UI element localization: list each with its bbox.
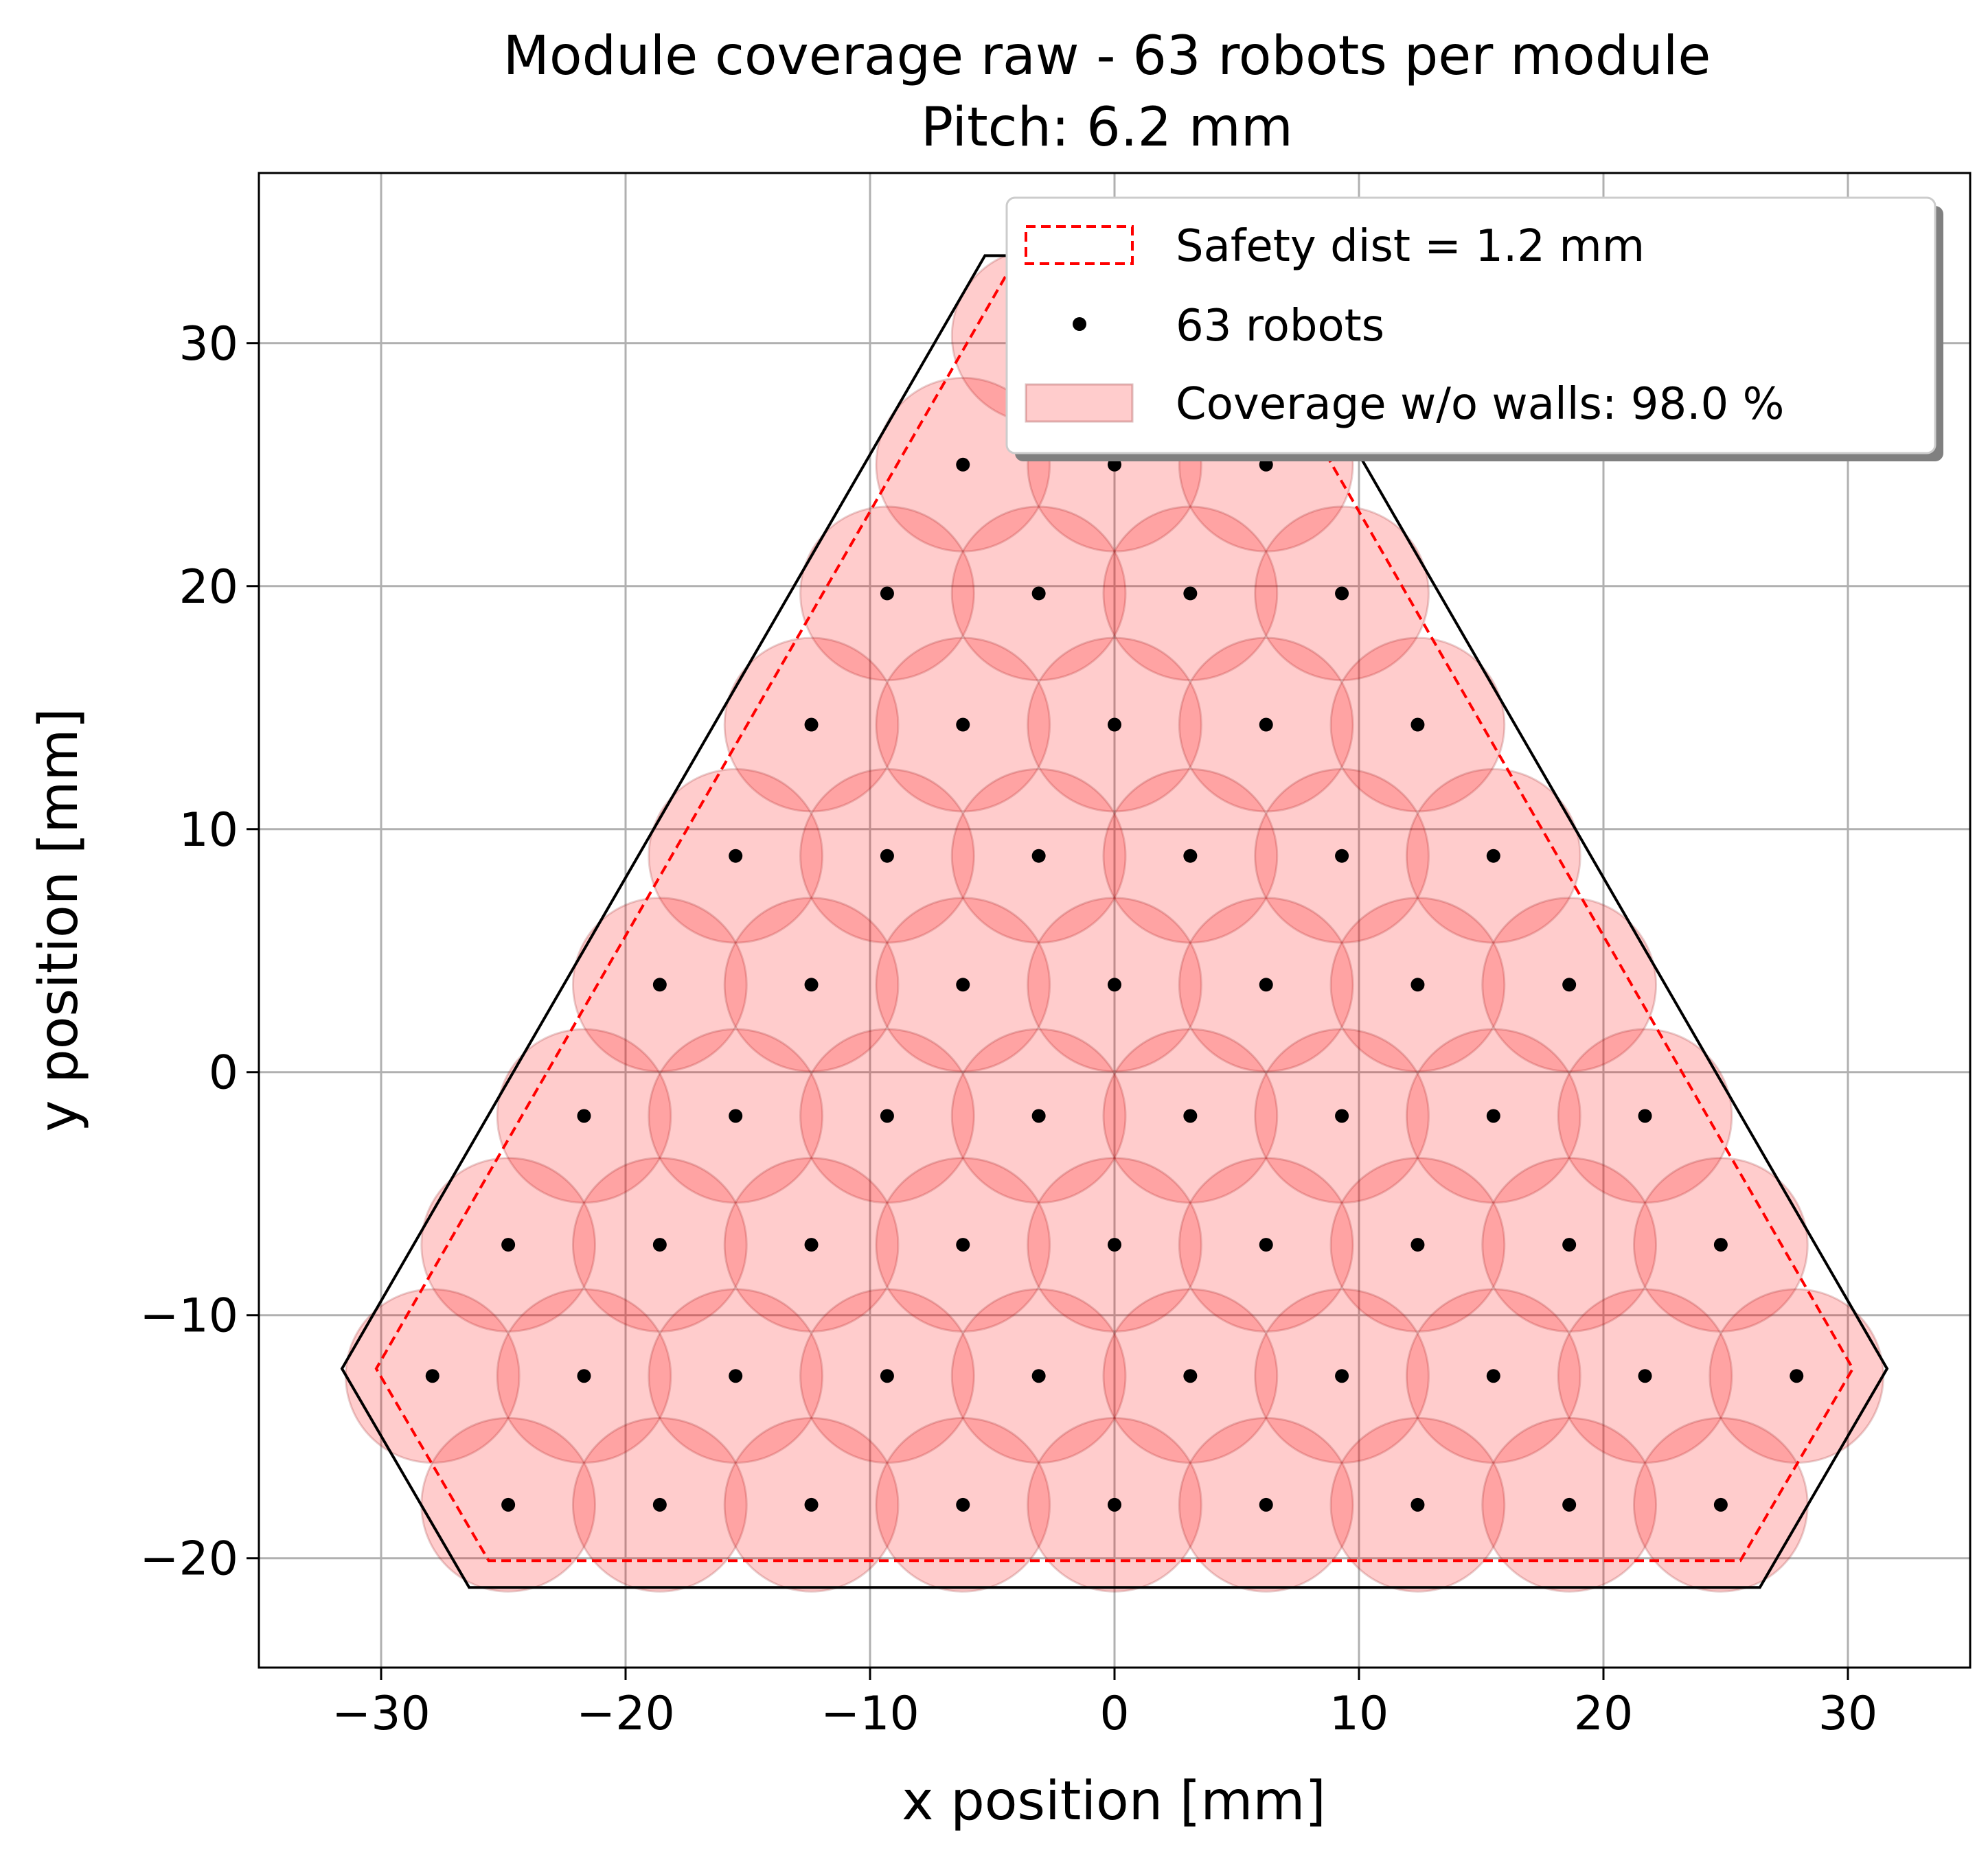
robot-point-42: [1562, 1238, 1577, 1252]
robot-point-34: [1638, 1109, 1652, 1123]
robot-point-50: [1335, 1369, 1349, 1383]
robot-point-20: [652, 978, 667, 992]
x-tick-label-5: 20: [1574, 1687, 1634, 1741]
robot-point-55: [652, 1497, 667, 1512]
robot-point-28: [729, 1109, 743, 1123]
y-tick-label-2: 0: [209, 1046, 238, 1101]
legend-safety-swatch: [1025, 225, 1134, 265]
x-axis-label: x position [mm]: [902, 1771, 1326, 1832]
robot-point-8: [1335, 586, 1349, 601]
robot-point-37: [804, 1238, 819, 1252]
robot-point-29: [880, 1109, 894, 1123]
robot-point-36: [652, 1238, 667, 1252]
y-tick-label-4: 20: [179, 560, 238, 614]
x-tick-label-6: 30: [1818, 1687, 1878, 1741]
robot-point-48: [1031, 1369, 1046, 1383]
robot-point-15: [880, 849, 894, 863]
y-axis-ticks: −20 −10 0 10 20 30: [139, 317, 259, 1587]
robot-point-61: [1562, 1497, 1577, 1512]
robot-point-56: [804, 1497, 819, 1512]
robot-point-21: [804, 978, 819, 992]
robot-point-2: [956, 457, 970, 472]
robot-point-40: [1259, 1238, 1273, 1252]
robot-point-41: [1410, 1238, 1425, 1252]
legend-robots-label: 63 robots: [1176, 301, 1384, 352]
robot-point-26: [1562, 978, 1577, 992]
robot-point-57: [956, 1497, 970, 1512]
robot-point-11: [1108, 717, 1121, 732]
robot-point-44: [425, 1369, 439, 1383]
x-tick-label-2: −10: [821, 1687, 919, 1741]
legend-box: [1005, 196, 1936, 454]
robot-point-45: [577, 1369, 591, 1383]
robot-point-7: [1183, 586, 1198, 601]
robot-point-62: [1713, 1497, 1728, 1512]
robot-point-16: [1031, 849, 1046, 863]
robot-point-59: [1259, 1497, 1273, 1512]
x-tick-label-3: 0: [1099, 1687, 1129, 1741]
robot-point-27: [577, 1109, 591, 1123]
y-tick-label-0: −20: [139, 1532, 238, 1587]
robot-point-9: [804, 717, 819, 732]
legend-coverage-label: Coverage w/o walls: 98.0 %: [1176, 379, 1784, 430]
robot-point-58: [1108, 1497, 1121, 1512]
robot-point-46: [729, 1369, 743, 1383]
robot-points: [425, 329, 1804, 1512]
y-tick-label-5: 30: [179, 317, 238, 371]
robot-point-51: [1486, 1369, 1500, 1383]
robot-point-52: [1638, 1369, 1652, 1383]
y-axis-label: y position [mm]: [28, 708, 90, 1132]
robot-point-5: [880, 586, 894, 601]
chart-title: Module coverage raw - 63 robots per modu…: [503, 25, 1711, 87]
robot-point-32: [1335, 1109, 1349, 1123]
robot-point-18: [1335, 849, 1349, 863]
robot-point-60: [1410, 1497, 1425, 1512]
robot-point-39: [1108, 1238, 1121, 1252]
robot-point-54: [501, 1497, 516, 1512]
robot-point-13: [1410, 717, 1425, 732]
y-tick-label-1: −10: [139, 1289, 238, 1344]
legend-coverage-swatch: [1025, 383, 1134, 423]
robot-point-33: [1486, 1109, 1500, 1123]
robot-point-12: [1259, 717, 1273, 732]
robot-point-23: [1108, 978, 1121, 992]
x-tick-label-1: −20: [576, 1687, 675, 1741]
chart-subtitle: Pitch: 6.2 mm: [921, 97, 1293, 159]
x-axis-ticks: −30 −20 −10 0 10 20 30: [332, 1668, 1877, 1741]
y-tick-label-3: 10: [179, 803, 238, 857]
grid-lines: [259, 173, 1970, 1668]
robot-point-22: [956, 978, 970, 992]
x-tick-label-4: 10: [1329, 1687, 1389, 1741]
robot-point-35: [501, 1238, 516, 1252]
robot-point-25: [1410, 978, 1425, 992]
robot-point-43: [1713, 1238, 1728, 1252]
legend-safety-label: Safety dist = 1.2 mm: [1176, 221, 1645, 272]
x-tick-label-0: −30: [332, 1687, 431, 1741]
robot-point-14: [729, 849, 743, 863]
robot-point-30: [1031, 1109, 1046, 1123]
legend: Safety dist = 1.2 mm 63 robots Coverage …: [1005, 196, 1943, 461]
robot-point-6: [1031, 586, 1046, 601]
robot-point-38: [956, 1238, 970, 1252]
robot-point-10: [956, 717, 970, 732]
robot-point-17: [1183, 849, 1198, 863]
legend-robot-marker: [1073, 317, 1086, 331]
robot-point-24: [1259, 978, 1273, 992]
robot-point-53: [1790, 1369, 1804, 1383]
robot-point-47: [880, 1369, 894, 1383]
robot-point-31: [1183, 1109, 1198, 1123]
robot-point-49: [1183, 1369, 1198, 1383]
robot-point-19: [1486, 849, 1500, 863]
